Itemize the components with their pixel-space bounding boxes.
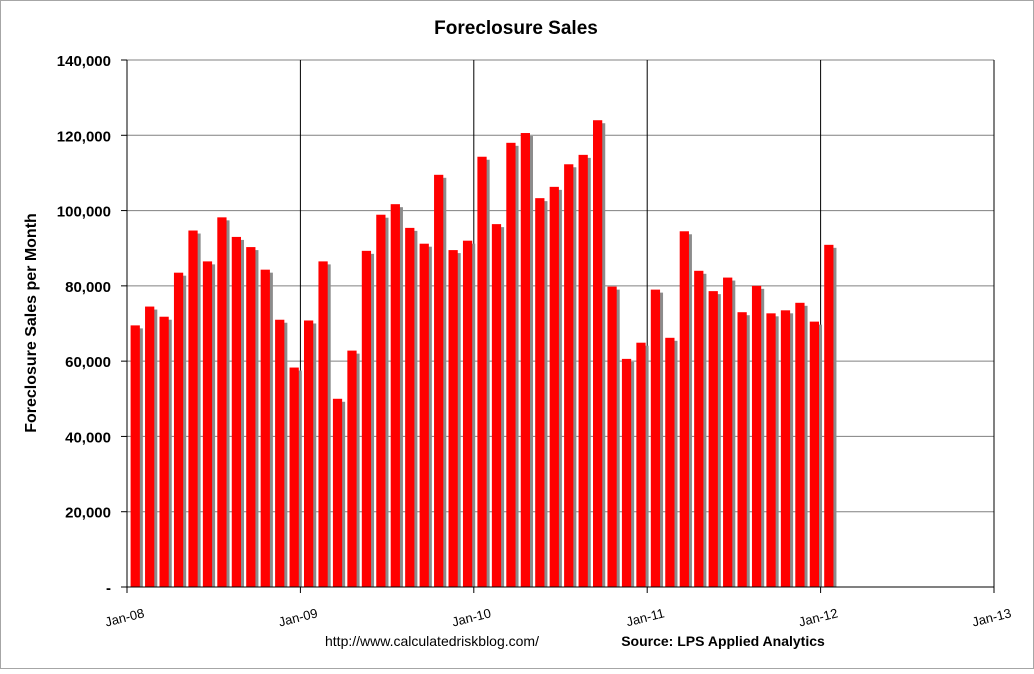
bar [332,398,343,587]
bar [824,244,834,588]
bar [462,240,473,587]
bar [650,289,661,587]
bar [347,350,357,587]
y-tick-label: 20,000 [65,505,111,522]
y-tick-label: 100,000 [57,204,111,221]
bar [231,236,241,587]
bar [318,261,328,587]
y-tick-labels: - 20,000 40,000 60,000 80,000 100,000 120,000 1… [57,53,111,597]
source-credit: Source: LPS Applied Analytics [621,633,825,649]
bar [130,325,140,587]
bar [751,285,762,587]
y-tick-label: 40,000 [65,429,111,446]
bar [304,320,314,587]
bar [809,321,819,587]
bar [535,198,545,587]
y-tick-label: - [106,580,111,597]
bar [419,243,429,587]
bar [390,204,400,587]
y-tick-label: 120,000 [57,128,111,145]
y-tick-label: 60,000 [65,354,111,371]
bar [708,291,718,587]
bar [289,367,299,587]
bar [607,286,617,587]
bar [491,224,502,587]
y-tick-label: 80,000 [65,279,111,296]
bar [795,302,805,587]
bar [506,142,516,588]
bar [679,231,689,587]
bar [694,270,704,587]
bar [780,310,791,587]
bar [173,272,184,587]
bar [737,312,747,587]
source-url: http://www.calculatedriskblog.com/ [325,633,539,649]
bar [665,337,675,587]
bar [434,174,444,587]
bar [636,342,646,587]
bar [564,164,574,587]
bar [549,186,559,587]
bar [275,319,285,587]
y-axis-label: Foreclosure Sales per Month [23,213,40,433]
bar [520,133,530,587]
chart-title: Foreclosure Sales [434,18,598,39]
bar [361,250,372,587]
axes [121,59,995,593]
bar [477,156,487,588]
bar [593,120,603,587]
bar [202,261,213,587]
bar [188,230,198,587]
bar [723,277,733,587]
bar [405,227,415,587]
bar [376,214,386,587]
bar [145,306,155,587]
bar [766,313,776,587]
bar [621,358,632,587]
bar [448,250,458,587]
bar [246,247,256,587]
bar [159,316,169,587]
bar [217,217,227,587]
bar [578,154,588,588]
y-tick-label: 140,000 [57,53,111,70]
bars [130,120,837,588]
bar [260,269,270,587]
